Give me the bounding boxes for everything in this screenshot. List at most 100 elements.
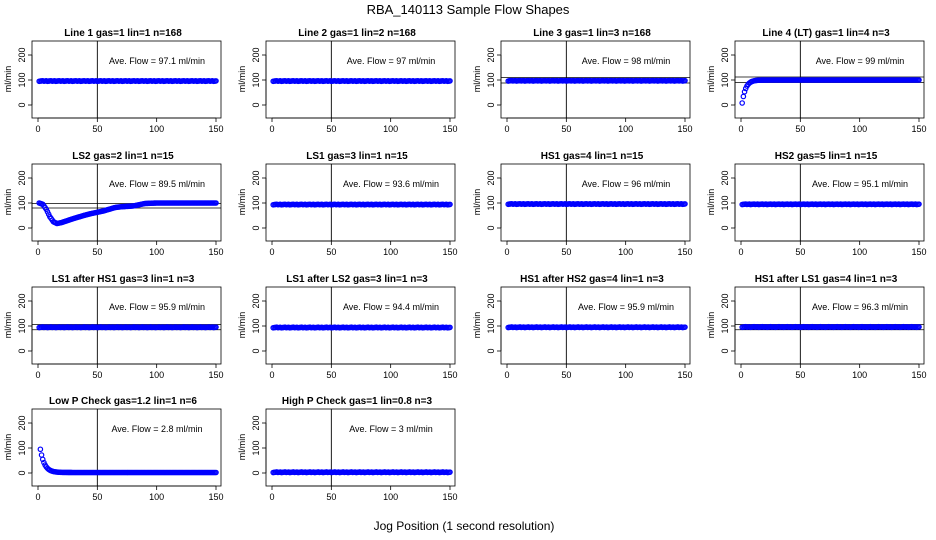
x-tick-label: 50 xyxy=(795,247,805,257)
data-points xyxy=(36,200,219,227)
y-axis-label: ml/min xyxy=(237,189,247,216)
x-tick-label: 0 xyxy=(269,492,274,502)
average-flow-label: Ave. Flow = 93.6 ml/min xyxy=(343,179,439,189)
y-axis-label: ml/min xyxy=(3,434,13,461)
x-tick-label: 150 xyxy=(442,492,457,502)
y-axis-label: ml/min xyxy=(3,189,13,216)
x-tick-label: 150 xyxy=(208,124,223,134)
data-point xyxy=(213,78,219,84)
x-tick-label: 0 xyxy=(504,124,509,134)
x-tick-label: 150 xyxy=(442,124,457,134)
data-points xyxy=(505,200,688,208)
x-tick-label: 100 xyxy=(149,370,164,380)
data-points xyxy=(270,469,453,476)
data-point xyxy=(739,100,745,106)
y-tick-label: 0 xyxy=(486,102,496,107)
y-tick-label: 0 xyxy=(17,348,27,353)
y-axis-label: ml/min xyxy=(472,312,482,339)
y-tick-label: 0 xyxy=(251,348,261,353)
data-point xyxy=(38,452,45,458)
data-point xyxy=(447,324,453,331)
data-point xyxy=(447,201,453,208)
y-tick-label: 200 xyxy=(720,47,730,62)
y-axis-label: ml/min xyxy=(472,189,482,216)
y-tick-label: 200 xyxy=(720,170,730,185)
panel-title: Line 4 (LT) gas=1 lin=4 n=3 xyxy=(762,28,890,39)
panel-title: HS1 gas=4 lin=1 n=15 xyxy=(541,151,644,162)
data-point xyxy=(916,324,922,330)
panel-4: Line 4 (LT) gas=1 lin=4 n=3 ml/min 0 100 200… xyxy=(706,28,927,134)
average-flow-label: Ave. Flow = 97.1 ml/min xyxy=(109,56,205,66)
x-tick-label: 0 xyxy=(738,247,743,257)
x-tick-label: 0 xyxy=(738,124,743,134)
x-tick-label: 150 xyxy=(208,247,223,257)
data-point xyxy=(741,89,748,95)
y-tick-label: 0 xyxy=(251,470,261,475)
data-point xyxy=(740,93,747,100)
y-axis-label: ml/min xyxy=(706,189,716,216)
y-tick-label: 0 xyxy=(251,225,261,230)
y-tick-label: 0 xyxy=(17,470,27,475)
x-tick-label: 100 xyxy=(618,124,633,134)
panel-title: Line 3 gas=1 lin=3 n=168 xyxy=(533,28,651,39)
y-tick-label: 0 xyxy=(720,348,730,353)
data-points xyxy=(739,201,922,208)
data-point xyxy=(213,200,219,206)
x-tick-label: 50 xyxy=(795,124,805,134)
data-point xyxy=(37,446,44,453)
panels: Line 1 gas=1 lin=1 n=168 ml/min 0 100 200 0 50… xyxy=(3,28,927,502)
y-tick-label: 200 xyxy=(251,293,261,308)
y-tick-label: 200 xyxy=(720,293,730,308)
data-points xyxy=(37,446,219,476)
average-flow-label: Ave. Flow = 2.8 ml/min xyxy=(111,424,202,434)
data-point xyxy=(39,456,46,463)
y-tick-label: 200 xyxy=(17,170,27,185)
average-flow-label: Ave. Flow = 97 ml/min xyxy=(347,56,436,66)
x-tick-label: 0 xyxy=(269,124,274,134)
panel-11: HS1 after HS2 gas=4 lin=1 n=3 ml/min 0 100 2… xyxy=(472,274,693,380)
average-flow-label: Ave. Flow = 95.1 ml/min xyxy=(812,179,908,189)
panel-7: HS1 gas=4 lin=1 n=15 ml/min 0 100 200 0 50 100 1… xyxy=(472,151,693,257)
y-tick-label: 100 xyxy=(720,195,730,210)
x-tick-label: 100 xyxy=(149,247,164,257)
y-tick-label: 100 xyxy=(486,72,496,87)
x-tick-label: 50 xyxy=(92,247,102,257)
y-tick-label: 100 xyxy=(486,195,496,210)
average-flow-label: Ave. Flow = 95.9 ml/min xyxy=(109,302,205,312)
data-point xyxy=(447,78,453,84)
panel-2: Line 2 gas=1 lin=2 n=168 ml/min 0 100 200 0 50… xyxy=(237,28,458,134)
y-tick-label: 0 xyxy=(251,102,261,107)
average-flow-label: Ave. Flow = 89.5 ml/min xyxy=(109,179,205,189)
y-tick-label: 100 xyxy=(17,318,27,333)
y-tick-label: 0 xyxy=(720,102,730,107)
y-tick-label: 200 xyxy=(486,47,496,62)
y-tick-label: 200 xyxy=(251,47,261,62)
x-tick-label: 0 xyxy=(35,492,40,502)
data-points xyxy=(270,201,453,208)
data-points xyxy=(270,324,453,331)
panel-3: Line 3 gas=1 lin=3 n=168 ml/min 0 100 200 0 50… xyxy=(472,28,693,134)
y-tick-label: 200 xyxy=(17,47,27,62)
x-tick-label: 150 xyxy=(911,247,926,257)
data-point xyxy=(682,77,688,84)
y-axis-label: ml/min xyxy=(237,312,247,339)
x-tick-label: 0 xyxy=(504,370,509,380)
x-tick-label: 150 xyxy=(208,370,223,380)
panel-title: LS1 after HS1 gas=3 lin=1 n=3 xyxy=(52,274,195,285)
data-point xyxy=(682,324,688,330)
average-flow-label: Ave. Flow = 98 ml/min xyxy=(582,56,671,66)
data-points xyxy=(36,77,219,85)
x-tick-label: 50 xyxy=(326,124,336,134)
y-axis-label: ml/min xyxy=(3,312,13,339)
data-points xyxy=(739,323,922,331)
x-tick-label: 0 xyxy=(269,370,274,380)
y-tick-label: 100 xyxy=(720,318,730,333)
average-flow-label: Ave. Flow = 95.9 ml/min xyxy=(578,302,674,312)
data-point xyxy=(682,201,688,207)
x-tick-label: 150 xyxy=(677,124,692,134)
x-tick-label: 150 xyxy=(442,370,457,380)
average-flow-label: Ave. Flow = 94.4 ml/min xyxy=(343,302,439,312)
x-tick-label: 100 xyxy=(618,370,633,380)
x-tick-label: 100 xyxy=(383,492,398,502)
